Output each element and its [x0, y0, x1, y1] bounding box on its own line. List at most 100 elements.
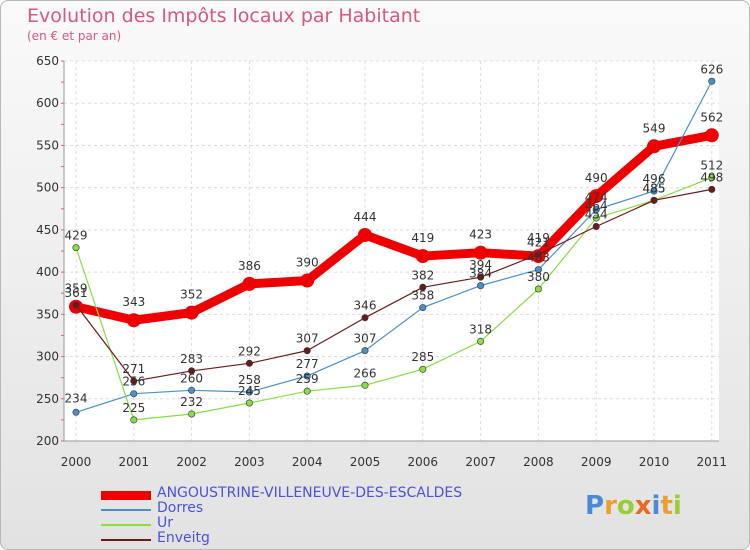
- data-label: 259: [296, 372, 319, 386]
- chart-subtitle: (en € et par an): [27, 29, 122, 43]
- legend-label: Enveitg: [157, 530, 210, 546]
- data-label: 474: [585, 191, 608, 205]
- data-point: [72, 408, 80, 416]
- data-point: [242, 276, 257, 291]
- y-tick-label: 500: [36, 181, 59, 195]
- data-label: 346: [354, 299, 377, 313]
- data-label: 307: [354, 332, 377, 346]
- data-label: 421: [527, 235, 550, 249]
- data-label: 234: [65, 391, 88, 405]
- x-tick-label: 2000: [61, 455, 92, 469]
- data-label: 498: [700, 170, 723, 184]
- data-point: [647, 139, 661, 154]
- data-label: 419: [411, 231, 434, 245]
- data-label: 358: [411, 289, 434, 303]
- data-point: [415, 249, 430, 264]
- x-tick-label: 2005: [350, 455, 381, 469]
- data-label: 512: [700, 159, 723, 173]
- data-label: 283: [180, 352, 203, 366]
- data-label: 562: [700, 110, 723, 124]
- data-label: 429: [65, 229, 88, 243]
- data-point: [534, 250, 542, 258]
- data-point: [708, 77, 716, 85]
- data-point: [361, 347, 369, 355]
- series-line-3: [75, 188, 713, 382]
- data-label: 382: [411, 268, 434, 282]
- data-point: [188, 410, 196, 418]
- x-tick-label: 2011: [697, 455, 728, 469]
- data-point: [184, 305, 199, 320]
- x-tick-label: 2003: [234, 455, 265, 469]
- data-label: 352: [180, 288, 203, 302]
- legend-swatch: [101, 539, 151, 541]
- data-label: 266: [354, 366, 377, 380]
- data-point: [708, 174, 716, 182]
- data-label: 343: [122, 295, 145, 309]
- data-point: [592, 206, 600, 214]
- data-point: [477, 282, 485, 290]
- x-tick-label: 2002: [176, 455, 207, 469]
- series-line-2: [75, 176, 713, 421]
- data-label: 256: [122, 375, 145, 389]
- data-point: [650, 187, 658, 195]
- data-point: [473, 245, 488, 260]
- y-tick-label: 400: [36, 265, 59, 279]
- data-point: [592, 214, 600, 222]
- data-label: 394: [469, 258, 492, 272]
- legend-label: Dorres: [157, 500, 204, 516]
- data-point: [303, 372, 311, 380]
- data-point: [303, 387, 311, 395]
- y-tick-label: 200: [36, 434, 59, 448]
- x-tick-label: 2010: [639, 455, 670, 469]
- data-point: [126, 313, 141, 328]
- data-label: 390: [296, 256, 319, 270]
- data-point: [534, 266, 542, 274]
- data-point: [592, 223, 600, 231]
- data-point: [245, 388, 253, 396]
- data-label: 386: [238, 259, 261, 273]
- data-point: [72, 301, 80, 309]
- data-point: [704, 128, 719, 143]
- x-tick-label: 2004: [292, 455, 323, 469]
- data-label: 307: [296, 332, 319, 346]
- legend-label: Ur: [157, 515, 174, 531]
- x-tick-label: 2001: [119, 455, 150, 469]
- data-point: [361, 381, 369, 389]
- y-tick-label: 450: [36, 223, 59, 237]
- data-label: 454: [585, 208, 608, 222]
- x-tick-label: 2008: [523, 455, 554, 469]
- data-point: [245, 359, 253, 367]
- y-tick-label: 250: [36, 392, 59, 406]
- data-point: [419, 283, 427, 291]
- legend-swatch: [101, 509, 151, 511]
- y-tick-label: 300: [36, 350, 59, 364]
- data-label: 271: [122, 362, 145, 376]
- data-label: 277: [296, 357, 319, 371]
- data-label: 403: [527, 251, 550, 265]
- data-point: [188, 367, 196, 375]
- y-tick-label: 550: [36, 138, 59, 152]
- data-point: [534, 285, 542, 293]
- data-label: 260: [180, 371, 203, 385]
- legend-swatch: [101, 490, 151, 500]
- data-point: [130, 390, 138, 398]
- y-tick-label: 650: [36, 54, 59, 68]
- x-tick-label: 2009: [581, 455, 612, 469]
- data-label: 490: [585, 171, 608, 185]
- data-label: 285: [411, 350, 434, 364]
- data-point: [303, 347, 311, 355]
- y-tick-label: 600: [36, 96, 59, 110]
- data-point: [245, 399, 253, 407]
- data-point: [130, 377, 138, 385]
- data-label: 232: [180, 395, 203, 409]
- x-tick-label: 2006: [408, 455, 439, 469]
- series-line-1: [75, 80, 713, 413]
- data-label: 258: [238, 373, 261, 387]
- data-point: [477, 273, 485, 281]
- data-point: [650, 196, 658, 204]
- data-label: 318: [469, 322, 492, 336]
- data-label: 423: [469, 228, 492, 242]
- plot-area: [64, 61, 719, 441]
